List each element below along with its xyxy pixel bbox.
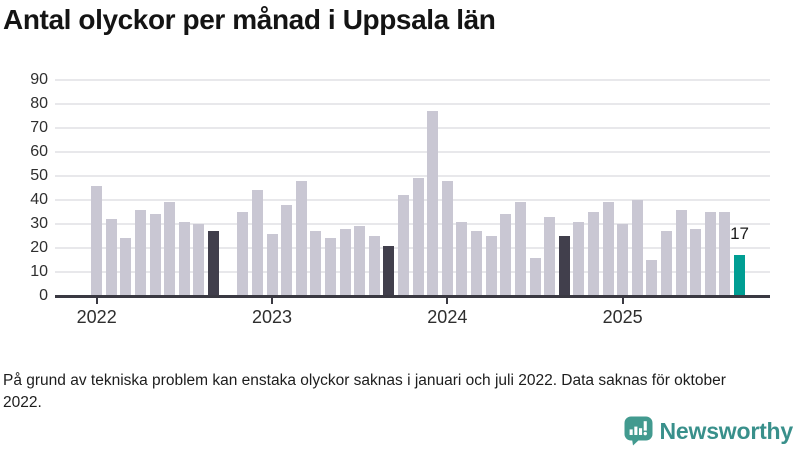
x-axis-line	[55, 295, 770, 298]
bar-2023-05	[324, 238, 336, 296]
y-tick-label-50: 50	[30, 167, 48, 184]
bar-2024-01	[441, 180, 453, 296]
x-tick-2024	[446, 297, 449, 304]
bar-2024-05	[500, 214, 512, 296]
gridline-y-60	[55, 151, 770, 153]
plot-area	[55, 79, 770, 298]
y-tick-label-60: 60	[30, 143, 48, 160]
bar-2023-02	[281, 204, 293, 296]
gridline-y-40	[55, 199, 770, 201]
gridline-y-50	[55, 175, 770, 177]
bar-2023-08	[368, 236, 380, 296]
bar-2023-01	[266, 233, 278, 296]
x-tick-label-2024: 2024	[427, 307, 468, 327]
x-tick-2025	[621, 297, 624, 304]
x-tick-label-2022: 2022	[76, 307, 117, 327]
gridline-y-10	[55, 271, 770, 273]
gridline-y-30	[55, 223, 770, 225]
y-tick-label-80: 80	[30, 95, 48, 112]
bar-2024-12	[602, 202, 614, 296]
bar-2022-09	[208, 231, 220, 296]
bar-2024-10	[573, 221, 585, 296]
bar-value-label: 17	[730, 224, 749, 244]
y-tick-label-40: 40	[30, 191, 48, 208]
bar-2025-06	[690, 228, 702, 296]
bar-2022-07	[178, 221, 190, 296]
newsworthy-speech-bubble-bar-chart-icon	[624, 416, 653, 446]
y-tick-label-10: 10	[30, 263, 48, 280]
bar-2023-12	[427, 111, 439, 296]
gridline-y-20	[55, 247, 770, 249]
bar-2025-07	[704, 212, 716, 296]
bar-2022-08	[193, 224, 205, 296]
x-tick-label-2025: 2025	[602, 307, 643, 327]
bar-2023-07	[354, 226, 366, 296]
x-tick-label-2023: 2023	[251, 307, 293, 327]
bar-2023-03	[295, 180, 307, 296]
bar-2024-09	[558, 236, 570, 296]
bar-2024-02	[456, 221, 468, 296]
bar-2023-11	[412, 178, 424, 296]
bar-2024-08	[544, 216, 556, 296]
y-tick-label-70: 70	[30, 119, 48, 136]
y-tick-label-90: 90	[30, 71, 48, 88]
bar-2025-08	[719, 212, 731, 296]
bar-2022-06	[164, 202, 176, 296]
bar-2023-09	[383, 245, 395, 296]
bar-2024-11	[587, 212, 599, 296]
bar-2022-05	[149, 214, 161, 296]
bar-2023-10	[398, 195, 409, 296]
bar-2025-05	[675, 209, 687, 296]
bar-2024-07	[529, 257, 541, 296]
gridline-y-80	[55, 103, 770, 105]
bar-2024-04	[485, 236, 497, 296]
x-tick-2022	[95, 297, 98, 304]
gridline-y-70	[55, 127, 770, 129]
x-tick-2023	[271, 297, 274, 304]
bar-2025-09	[734, 255, 746, 296]
bar-2024-06	[514, 202, 526, 296]
bar-2022-12	[251, 190, 263, 296]
bar-2022-02	[105, 219, 117, 296]
bar-2022-03	[120, 238, 132, 296]
bar-2023-04	[310, 231, 322, 296]
gridline-y-90	[55, 79, 770, 81]
bar-2022-04	[135, 209, 147, 296]
bar-2025-04	[660, 231, 672, 296]
bar-2022-11	[237, 212, 249, 296]
y-tick-label-20: 20	[30, 239, 48, 256]
newsworthy-wordmark: Newsworthy	[659, 417, 794, 444]
bar-2024-03	[471, 231, 483, 296]
bar-2023-06	[339, 228, 351, 296]
newsworthy-logo[interactable]: Newsworthy	[624, 416, 793, 446]
y-tick-label-0: 0	[39, 287, 48, 304]
bar-2022-01	[91, 185, 103, 296]
bar-2025-02	[631, 200, 643, 296]
bar-2025-01	[617, 224, 629, 296]
chart-title: Antal olyckor per månad i Uppsala län	[3, 4, 496, 35]
footnote: På grund av tekniska problem kan enstaka…	[3, 372, 726, 411]
y-tick-label-30: 30	[30, 215, 48, 232]
bar-2025-03	[646, 260, 658, 296]
